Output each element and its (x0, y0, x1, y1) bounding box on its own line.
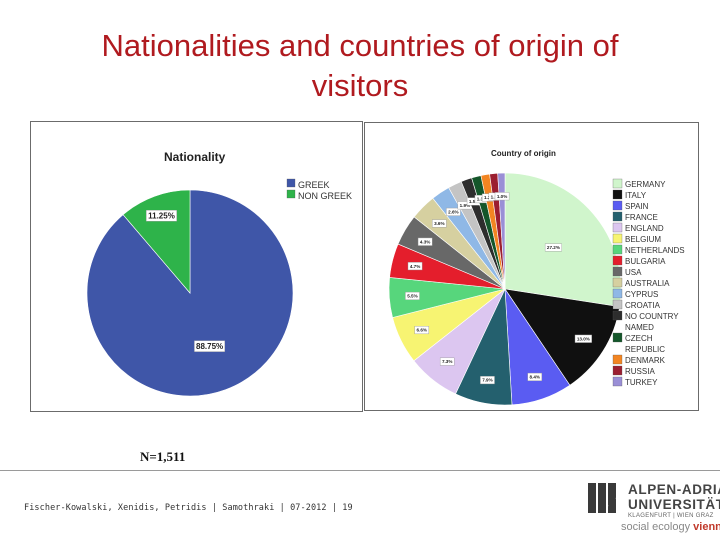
data-label-box-france (480, 376, 495, 385)
pie-slice-turkey (497, 172, 506, 290)
legend-swatch-no-country-named (612, 310, 623, 321)
logo-line1: ALPEN-ADRIA (628, 482, 720, 497)
legend-label-russia: RUSSIA (625, 367, 655, 376)
data-label-australia: 3.6% (434, 221, 444, 226)
data-label-bulgaria: 4.7% (410, 264, 420, 269)
legend-label-bulgaria: BULGARIA (625, 257, 666, 266)
legend-label-no-country-named: NO COUNTRY (625, 312, 679, 321)
data-label-box-turkey (494, 192, 510, 201)
data-label-box-belgium (414, 326, 430, 335)
data-label-no-country-named: 1.5% (469, 199, 479, 204)
legend-label-croatia: CROATIA (625, 301, 661, 310)
legend-swatch-russia (612, 365, 623, 376)
data-label-box-england (439, 357, 455, 366)
country-chart-panel: Country of origin 27.2% 13.0% 8.4% 7.9% 7.3% 6… (364, 122, 699, 411)
data-label-greek: 88.75% (196, 342, 223, 351)
data-label-spain: 8.4% (530, 375, 540, 380)
chart-title: Nationality (164, 150, 226, 164)
data-label-box-cyprus (446, 207, 461, 216)
legend-swatch-belgium (612, 233, 623, 244)
legend-swatch-france (612, 211, 623, 222)
data-label-box-spain (527, 372, 543, 381)
legend-label-no-country-named: NAMED (625, 323, 654, 332)
legend-label-italy: ITALY (625, 191, 647, 200)
data-label-cyprus: 2.6% (448, 209, 458, 214)
legend-swatch-netherlands (612, 244, 623, 255)
data-label-box-usa (417, 237, 433, 246)
data-label-box-greek (194, 340, 226, 352)
legend-swatch-england (612, 222, 623, 233)
nationality-chart-panel: Nationality 88.75% 11.25% GREEK NON GREEK (30, 121, 363, 412)
legend-swatch-spain (612, 200, 623, 211)
legend-label-france: FRANCE (625, 213, 658, 222)
data-label-belgium: 6.6% (417, 328, 427, 333)
legend-swatch-germany (612, 178, 623, 189)
legend-label-czech-republic: CZECH (625, 334, 653, 343)
legend-swatch-greek (286, 178, 296, 188)
data-label-box-australia (432, 219, 447, 228)
data-label-box-bulgaria (407, 262, 423, 271)
chart-title: Country of origin (491, 149, 556, 158)
pie-slice-germany (504, 172, 622, 308)
legend-label-denmark: DENMARK (625, 356, 666, 365)
sample-size-note: N=1,511 (140, 449, 186, 464)
legend-swatch-czech-republic (612, 332, 623, 343)
logo-line3: KLAGENFURT | WIEN GRAZ (628, 513, 714, 519)
legend-label-england: ENGLAND (625, 224, 664, 233)
country-pie-chart: Country of origin 27.2% 13.0% 8.4% 7.9% 7.3% 6… (388, 149, 685, 406)
logo-dept-city: vienna (693, 521, 720, 533)
legend-label-usa: USA (625, 268, 642, 277)
legend-label-australia: AUSTRALIA (625, 279, 670, 288)
legend-label-belgium: BELGIUM (625, 235, 661, 244)
data-label-england: 7.3% (442, 359, 452, 364)
legend-label-non-greek: NON GREEK (298, 191, 352, 201)
legend-label-netherlands: NETHERLANDS (625, 246, 685, 255)
legend-label-cyprus: CYPRUS (625, 290, 658, 299)
university-emblem-icon (588, 483, 616, 513)
legend-swatch-croatia (612, 299, 623, 310)
data-label-box-italy (574, 334, 592, 343)
legend-label-greek: GREEK (298, 180, 330, 190)
logo-line2: UNIVERSITÄT (628, 497, 720, 512)
footer-text: Fischer-Kowalski, Xenidis, Petridis | Sa… (24, 503, 353, 513)
data-label-non-greek: 11.25% (148, 211, 175, 220)
slide-title: Nationalities and countries of origin of… (40, 26, 680, 106)
data-label-netherlands: 5.5% (407, 294, 417, 299)
slide-title-line2: visitors (311, 68, 409, 103)
data-label-box-non-greek (146, 209, 177, 222)
legend-swatch-turkey (612, 376, 623, 387)
logo-dept-prefix: social ecology (621, 521, 691, 533)
data-label-usa: 4.3% (420, 239, 430, 244)
legend-label-spain: SPAIN (625, 202, 649, 211)
legend-label-czech-republic: REPUBLIC (625, 345, 665, 354)
logo-department: social ecology vienna (621, 521, 720, 533)
legend-label-turkey: TURKEY (625, 378, 658, 387)
data-label-germany: 27.2% (547, 245, 560, 250)
data-label-italy: 13.0% (577, 336, 590, 341)
data-label-turkey: 1.0% (497, 194, 507, 199)
legend-swatch-usa (612, 266, 623, 277)
footer-divider (0, 470, 720, 471)
legend-swatch-bulgaria (612, 255, 623, 266)
legend-swatch-denmark (612, 354, 623, 365)
data-label-croatia: 1.9% (460, 203, 470, 208)
university-logo: ALPEN-ADRIA UNIVERSITÄT KLAGENFURT | WIE… (585, 480, 720, 538)
legend-swatch-italy (612, 189, 623, 200)
data-label-france: 7.9% (482, 378, 492, 383)
data-label-box-germany (544, 243, 562, 252)
legend-swatch-australia (612, 277, 623, 288)
slide-title-line1: Nationalities and countries of origin of (101, 28, 619, 63)
legend-swatch-cyprus (612, 288, 623, 299)
legend-swatch-non-greek (286, 189, 296, 199)
data-label-box-netherlands (405, 291, 420, 300)
legend-label-germany: GERMANY (625, 180, 666, 189)
